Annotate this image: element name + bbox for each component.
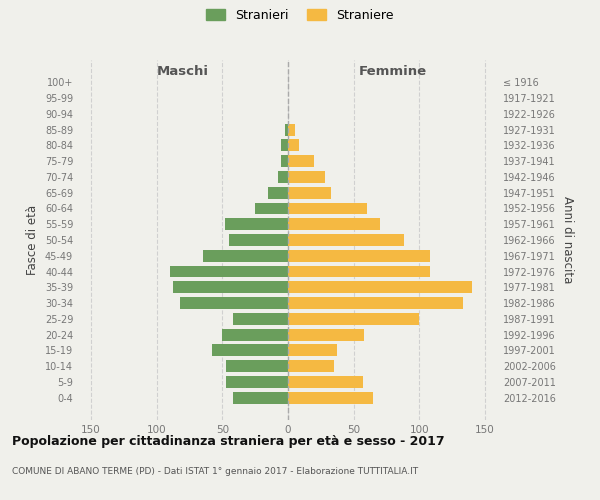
Bar <box>288 344 337 356</box>
Bar <box>288 202 367 214</box>
Bar <box>281 140 288 151</box>
Bar <box>288 140 299 151</box>
Bar <box>288 218 380 230</box>
Bar <box>288 250 430 262</box>
Legend: Stranieri, Straniere: Stranieri, Straniere <box>206 8 394 22</box>
Bar <box>288 155 314 167</box>
Bar <box>281 155 288 167</box>
Bar <box>225 218 288 230</box>
Bar <box>226 360 288 372</box>
Bar <box>268 187 288 198</box>
Bar <box>288 171 325 183</box>
Bar <box>203 250 288 262</box>
Bar <box>288 187 331 198</box>
Text: Popolazione per cittadinanza straniera per età e sesso - 2017: Popolazione per cittadinanza straniera p… <box>12 435 445 448</box>
Bar <box>288 376 363 388</box>
Text: COMUNE DI ABANO TERME (PD) - Dati ISTAT 1° gennaio 2017 - Elaborazione TUTTITALI: COMUNE DI ABANO TERME (PD) - Dati ISTAT … <box>12 468 418 476</box>
Bar <box>288 328 364 340</box>
Bar <box>288 360 334 372</box>
Bar <box>288 392 373 404</box>
Bar <box>181 297 288 309</box>
Bar <box>288 234 404 246</box>
Bar <box>288 266 430 278</box>
Bar <box>226 376 288 388</box>
Text: Femmine: Femmine <box>359 64 427 78</box>
Bar <box>288 282 472 293</box>
Y-axis label: Fasce di età: Fasce di età <box>26 205 39 275</box>
Bar <box>223 328 288 340</box>
Bar <box>233 313 288 325</box>
Bar <box>233 392 288 404</box>
Bar <box>229 234 288 246</box>
Bar <box>212 344 288 356</box>
Bar <box>288 124 295 136</box>
Bar <box>286 124 288 136</box>
Y-axis label: Anni di nascita: Anni di nascita <box>561 196 574 284</box>
Bar <box>170 266 288 278</box>
Text: Maschi: Maschi <box>157 64 209 78</box>
Bar <box>288 297 463 309</box>
Bar <box>255 202 288 214</box>
Bar <box>173 282 288 293</box>
Bar <box>288 313 419 325</box>
Bar <box>277 171 288 183</box>
